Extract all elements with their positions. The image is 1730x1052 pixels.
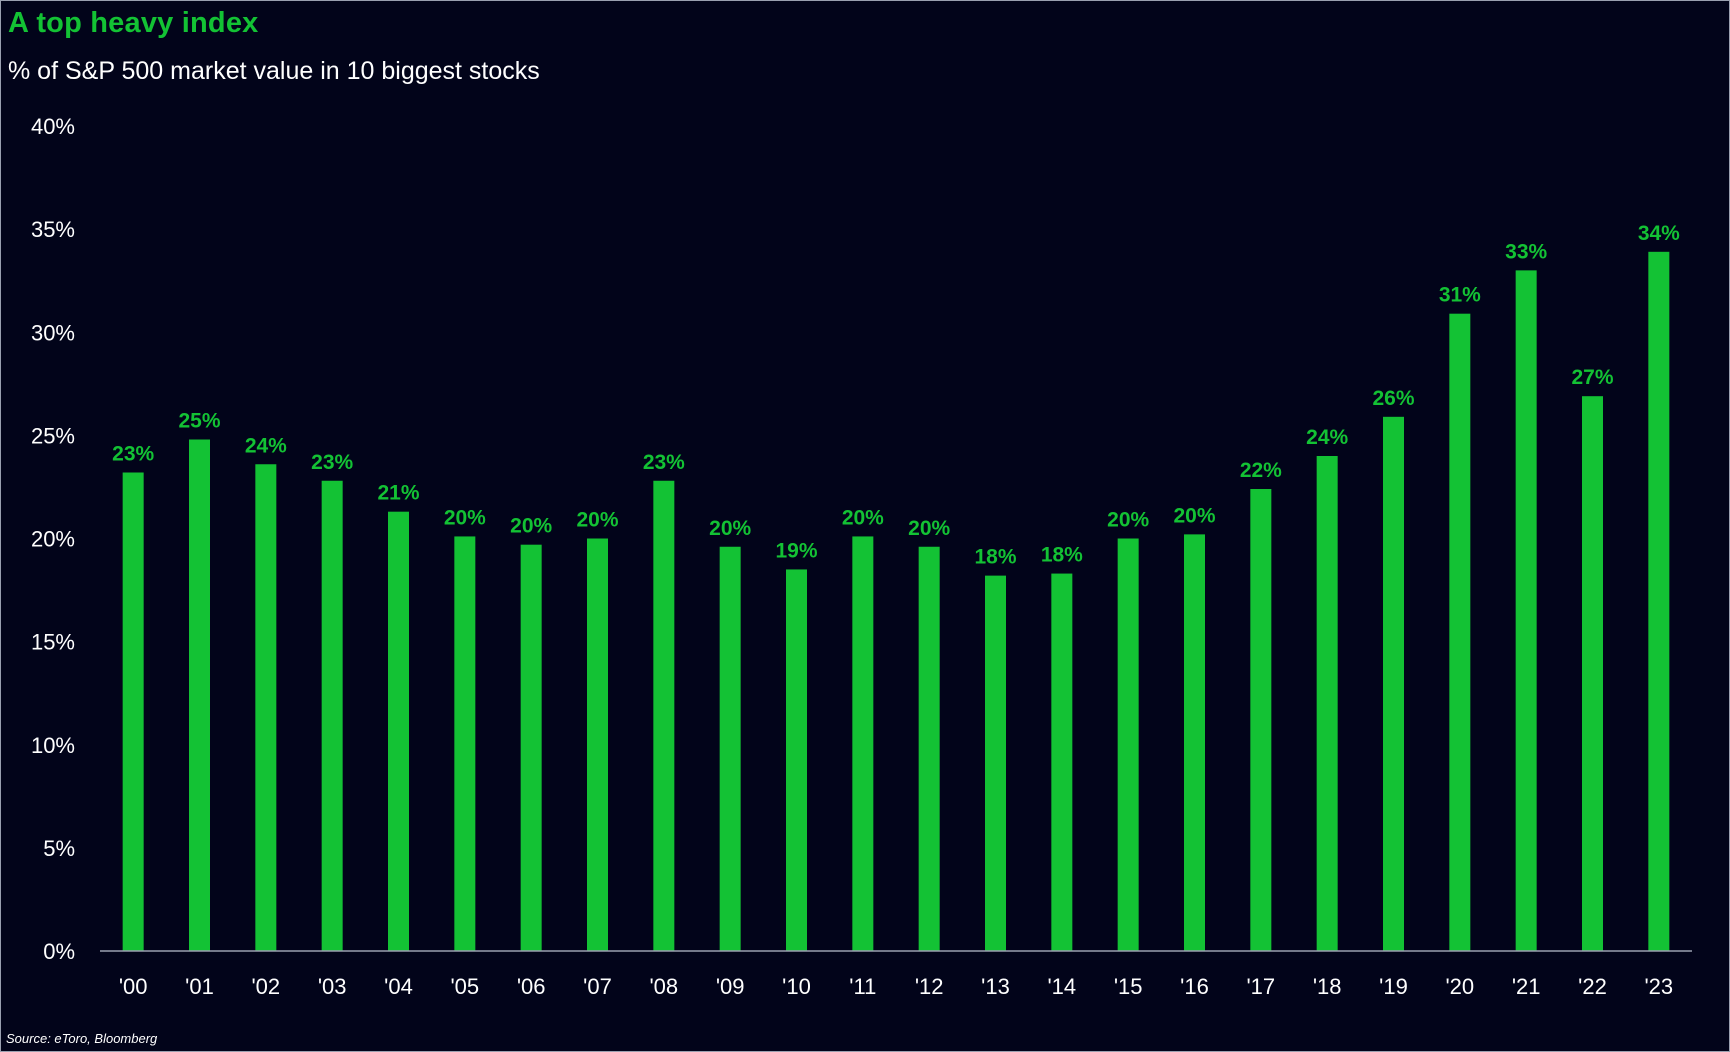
y-axis: 0% 5% 10% 15% 20% 25% 30% 35% 40% xyxy=(31,114,75,964)
bar xyxy=(719,546,741,951)
y-tick-label: 10% xyxy=(31,733,75,758)
y-tick-label: 40% xyxy=(31,114,75,139)
bar xyxy=(1117,538,1139,951)
chart-subtitle: % of S&P 500 market value in 10 biggest … xyxy=(8,57,540,85)
y-tick-label: 25% xyxy=(31,423,75,448)
data-label: 23% xyxy=(643,451,685,474)
chart-title: A top heavy index xyxy=(8,7,259,39)
bar xyxy=(1250,489,1272,951)
bar xyxy=(852,536,874,951)
data-label: 26% xyxy=(1372,387,1414,410)
x-tick-label: '23 xyxy=(1644,974,1673,999)
x-tick-label: '12 xyxy=(915,974,944,999)
data-label: 19% xyxy=(775,539,817,562)
x-tick-label: '21 xyxy=(1512,974,1541,999)
bar xyxy=(1449,313,1471,951)
y-tick-label: 15% xyxy=(31,630,75,655)
x-tick-label: '00 xyxy=(119,974,148,999)
x-tick-label: '02 xyxy=(251,974,280,999)
y-tick-label: 5% xyxy=(43,836,75,861)
x-tick-label: '04 xyxy=(384,974,413,999)
bar xyxy=(388,511,409,951)
bar xyxy=(189,439,210,951)
x-tick-label: '14 xyxy=(1047,974,1076,999)
x-tick-label: '11 xyxy=(849,974,876,999)
data-label: 20% xyxy=(842,506,884,529)
bar xyxy=(1184,534,1205,951)
y-tick-label: 0% xyxy=(43,939,75,964)
data-label: 20% xyxy=(709,517,751,540)
data-label: 20% xyxy=(1107,509,1149,532)
data-label: 33% xyxy=(1505,240,1547,263)
bar xyxy=(1515,270,1537,951)
data-label: 18% xyxy=(974,546,1016,569)
bar xyxy=(520,544,542,951)
x-tick-label: '15 xyxy=(1114,974,1143,999)
x-tick-label: '22 xyxy=(1578,974,1607,999)
data-label: 34% xyxy=(1638,222,1680,245)
data-label: 22% xyxy=(1240,459,1282,482)
bars: 23% 25% 24% 23% 21% 20% 20% 20% 23% 20% 19% 20% 20% 1… xyxy=(112,222,1680,951)
data-label: 23% xyxy=(112,443,154,466)
x-tick-label: '03 xyxy=(318,974,347,999)
data-label: 24% xyxy=(1306,426,1348,449)
x-tick-label: '10 xyxy=(782,974,811,999)
bar xyxy=(786,569,807,951)
x-tick-label: '13 xyxy=(981,974,1010,999)
bar xyxy=(255,464,277,951)
data-label: 20% xyxy=(444,506,486,529)
x-tick-label: '01 xyxy=(185,974,214,999)
x-tick-label: '20 xyxy=(1445,974,1474,999)
bar xyxy=(1316,456,1338,951)
x-tick-label: '16 xyxy=(1180,974,1209,999)
data-label: 18% xyxy=(1041,544,1083,567)
x-tick-label: '17 xyxy=(1246,974,1275,999)
x-tick-label: '06 xyxy=(517,974,546,999)
x-axis: '00 '01 '02 '03 '04 '05 '06 '07 '08 '09 '10 '11 '12 '… xyxy=(100,950,1692,999)
x-tick-label: '07 xyxy=(583,974,612,999)
data-label: 21% xyxy=(377,482,419,505)
bar xyxy=(1383,416,1404,951)
bar xyxy=(454,536,476,951)
bar xyxy=(918,546,940,951)
data-label: 23% xyxy=(311,451,353,474)
x-tick-label: '18 xyxy=(1313,974,1342,999)
data-label: 20% xyxy=(1173,504,1215,527)
y-tick-label: 20% xyxy=(31,527,75,552)
x-tick-label: '08 xyxy=(649,974,678,999)
x-tick-label: '09 xyxy=(716,974,745,999)
x-tick-label: '19 xyxy=(1379,974,1408,999)
data-label: 25% xyxy=(178,410,220,433)
chart-source: Source: eToro, Bloomberg xyxy=(6,1031,158,1046)
bar xyxy=(1582,396,1603,951)
bar xyxy=(122,472,144,951)
y-tick-label: 35% xyxy=(31,217,75,242)
bar xyxy=(587,538,608,951)
bar xyxy=(1051,573,1073,951)
data-label: 20% xyxy=(510,515,552,538)
x-tick-label: '05 xyxy=(450,974,479,999)
data-label: 24% xyxy=(245,434,287,457)
data-label: 31% xyxy=(1439,284,1481,307)
data-label: 20% xyxy=(908,517,950,540)
bar xyxy=(321,480,343,951)
bar xyxy=(985,575,1006,951)
y-tick-label: 30% xyxy=(31,320,75,345)
data-label: 27% xyxy=(1571,366,1613,389)
data-label: 20% xyxy=(576,509,618,532)
bar xyxy=(1648,251,1670,951)
bar xyxy=(653,480,675,951)
